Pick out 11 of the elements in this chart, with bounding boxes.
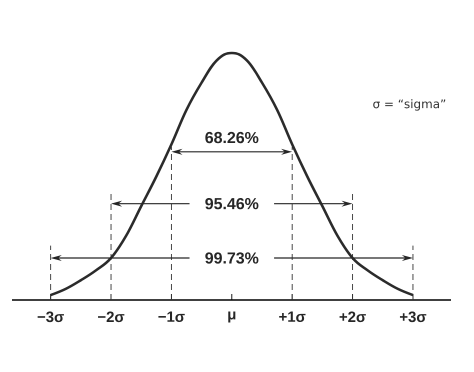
x-tick-label: +2σ — [340, 312, 366, 322]
x-tick-label: +1σ — [279, 312, 306, 322]
x-tick-label: +3σ — [400, 312, 426, 322]
annotation: 99.73% — [205, 252, 258, 264]
x-tick-label: −3σ — [38, 312, 64, 322]
annotation: σ = “sigma” — [373, 99, 446, 111]
annotation: 68.26% — [205, 132, 258, 144]
annotation: 95.46% — [205, 198, 258, 210]
x-tick-label: μ — [228, 312, 236, 322]
x-tick-label: −2σ — [98, 312, 124, 322]
x-tick-label: −1σ — [158, 312, 185, 322]
